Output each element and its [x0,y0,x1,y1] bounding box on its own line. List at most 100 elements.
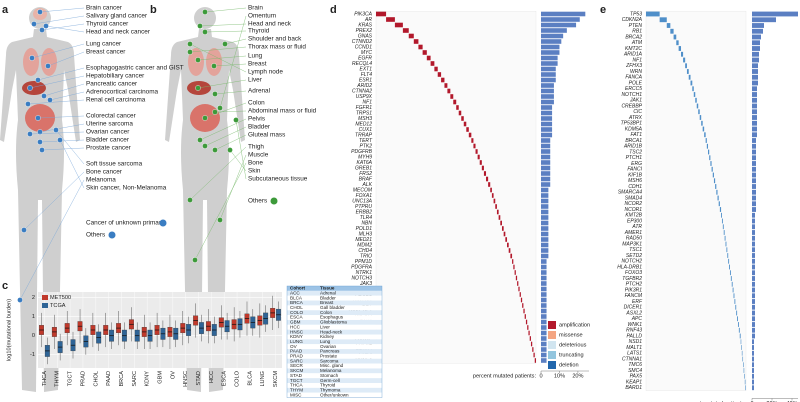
oncoprint-cell [695,97,697,103]
gene-label: TMC6 [628,362,642,368]
oncoprint-cell [519,292,521,297]
bar [541,55,558,61]
gene-label: CIC [633,109,642,115]
bar [752,258,755,264]
bar [752,189,756,195]
gene-label: PAX5 [630,374,643,380]
gene-label: HLA-DRB1 [617,264,642,270]
gene-label: NCOR1 [624,207,642,213]
gene-label: TLR4 [360,215,372,221]
x-tick-label: TGCT [68,370,74,386]
leader-line [204,102,247,119]
site-marker [39,27,45,33]
gene-label: GREB1 [355,165,372,171]
bar [752,166,756,172]
gene-label: PIK3CA [354,11,372,17]
bar [752,115,757,120]
oncoprint-cell [737,322,739,327]
bar [541,242,549,248]
x-tick-label: 0 [750,401,753,402]
site-label: Adrenocortical carcinoma [86,89,159,96]
table-row [287,329,382,335]
bar [752,299,755,304]
oncoprint-cell [646,11,660,17]
gene-label: SMC4 [628,368,642,374]
gene-label: ASXL2 [625,310,642,316]
gene-label: RECQL4 [352,61,372,67]
bar [752,293,755,299]
leader-line [204,30,247,33]
site-marker [187,197,193,203]
x-tick-label: HNSC [183,371,189,387]
table-cell: Sarcoma [320,358,339,363]
gene-label: ALK [362,182,373,188]
gene-label: FRS2 [359,171,372,177]
bar [541,286,547,292]
gene-label: KMT2B [625,213,642,219]
oncoprint-cell [468,132,472,138]
table-cell: KDNY [290,334,303,339]
site-label: Salivary gland cancer [86,13,148,20]
legend-label: truncating [559,352,584,358]
table-cell: Head-neck [320,329,343,334]
oncoprint-cell [733,293,735,299]
oncoprint-cell [728,258,730,264]
x-tick-label: CHOL [93,371,99,387]
bar [541,352,547,358]
y-tick-label: 0 [32,333,35,339]
gene-label: PTEN [629,23,643,29]
table-cell: PAAD [290,349,303,354]
gene-label: MALT1 [626,345,642,351]
gene-label: PPM1D [355,259,373,265]
bar [541,22,577,28]
site-marker [35,77,41,83]
bar [541,182,551,187]
gene-label: NOTCH3 [351,275,372,281]
bar [541,110,553,116]
site-marker [53,127,59,133]
oncoprint-cell [722,224,724,230]
bar [541,127,553,132]
bar [541,193,549,198]
site-marker [187,49,193,55]
oncoprint-cell [507,242,509,248]
oncoprint-cell [453,99,457,105]
oncoprint-cell [729,270,731,276]
site-marker [202,29,208,35]
bar [752,28,763,34]
gene-label: SMAD4 [625,195,642,201]
site-label: Hepatobiliary cancer [86,73,145,80]
site-label: Soft tissue sarcoma [86,161,143,168]
leader-line [213,63,247,67]
oncoprint-cell [447,88,451,94]
oncoprint-cell [491,193,494,198]
bar [752,235,755,241]
gene-label: NBN [361,220,372,226]
gene-label: TP53 [630,11,642,17]
gene-label: CTNNA2 [352,88,372,94]
legend-label: deletion [559,362,579,368]
oncoprint-cell [706,143,709,149]
table-row [287,368,382,374]
gene-label: CCND1 [355,44,372,50]
x-tick-label: BLCA [247,371,253,386]
gene-label: ATM [631,40,643,46]
site-marker [27,131,33,137]
bar [752,143,756,149]
site-label: Lung [248,53,263,60]
bar [752,40,760,46]
oncoprint-cell [422,50,427,55]
gene-label: CREBBP [621,103,642,109]
bar [752,276,755,281]
legend-swatch [548,341,556,349]
table-cell: Stomach [320,373,339,378]
gene-label: RAD50 [626,236,642,242]
table-header-cell: Cohort [290,286,306,291]
bar [541,226,549,231]
site-marker [192,257,198,263]
oncoprint-cell [741,345,742,350]
table-cell: Ovarian [320,344,337,349]
gene-label: FAT1 [631,132,643,138]
gene-label: NSD1 [629,339,643,345]
table-cell: COLO [290,310,303,315]
